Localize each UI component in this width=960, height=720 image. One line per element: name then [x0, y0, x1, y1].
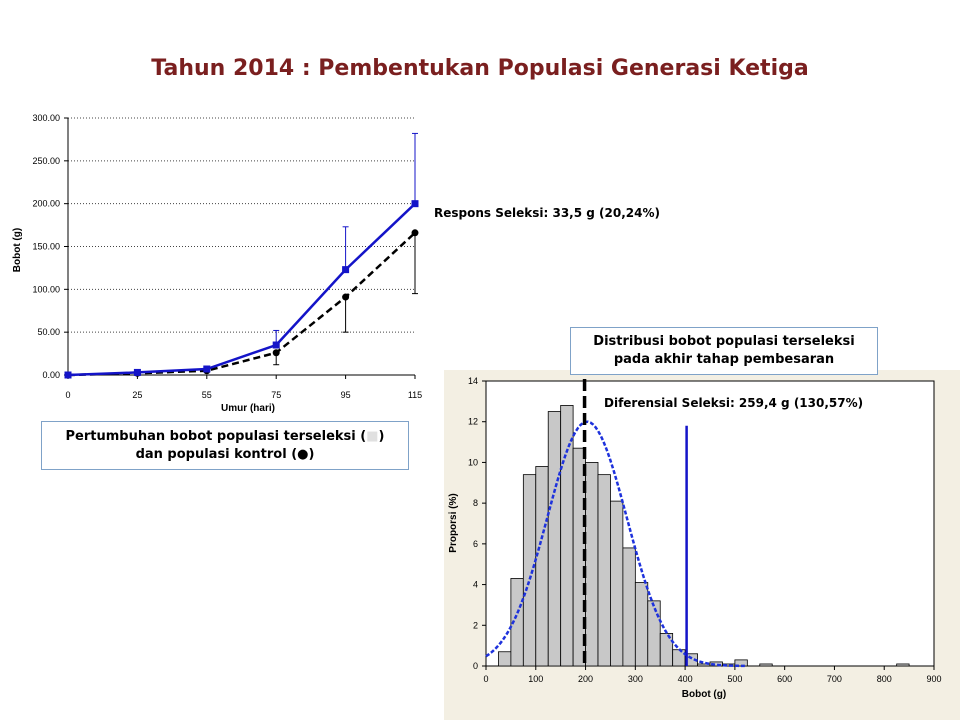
hist-x-tick-label: 500 [727, 674, 742, 684]
hist-x-tick-label: 600 [777, 674, 792, 684]
caption-left-line1-post: ) [378, 429, 385, 444]
line-chart-series [64, 132, 419, 379]
hist-y-tick-label: 12 [468, 417, 478, 427]
hist-x-tick-label: 300 [628, 674, 643, 684]
histogram-bar [610, 500, 624, 667]
control-point [342, 293, 350, 301]
line-chart-grid [68, 117, 415, 333]
selected-point [272, 341, 280, 349]
histogram-bar [498, 651, 512, 667]
caption-left-line1-pre: Pertumbuhan bobot populasi terseleksi ( [65, 429, 367, 444]
histogram-bar [622, 547, 636, 667]
histogram-bar [896, 663, 910, 667]
hist-x-tick-label: 400 [678, 674, 693, 684]
histogram-bar [634, 582, 649, 667]
selected-point [342, 266, 350, 274]
hist-x-tick-label: 0 [483, 674, 488, 684]
hist-x-tick-label: 800 [877, 674, 892, 684]
y-tick-label: 100.00 [32, 284, 60, 294]
hist-x-axis-label: Bobot (g) [682, 689, 726, 700]
line-chart-axes [64, 117, 416, 379]
y-tick-label: 300.00 [32, 113, 60, 123]
histogram-bar [647, 600, 661, 667]
histogram-bar [759, 663, 773, 667]
histogram-bar [535, 466, 549, 667]
caption-right-line1: Distribusi bobot populasi terseleksi [593, 334, 855, 349]
y-tick-label: 150.00 [32, 242, 60, 252]
histogram-bar [585, 462, 599, 667]
hist-y-tick-label: 14 [468, 376, 478, 386]
selected-point [203, 365, 211, 373]
histogram-tick-labels: 0 100 200 300 400 500 600 700 800 900 0 2 4 6 8 10 12 14 [468, 376, 942, 684]
x-tick-label: 95 [341, 390, 351, 400]
hist-y-tick-label: 10 [468, 457, 478, 467]
histogram-bar [560, 405, 574, 667]
y-tick-label: 200.00 [32, 199, 60, 209]
differential-annotation: Diferensial Seleksi: 259,4 g (130,57%) [604, 396, 864, 410]
x-tick-label: 115 [408, 390, 422, 400]
response-annotation: Respons Seleksi: 33,5 g (20,24%) [434, 206, 660, 220]
hist-y-axis-label: Proporsi (%) [448, 493, 459, 552]
hist-y-tick-label: 0 [473, 661, 478, 671]
histogram-bars [498, 405, 910, 667]
normal-fit-curve [485, 420, 745, 668]
control-point [411, 229, 419, 237]
y-tick-label: 50.00 [37, 327, 60, 337]
x-tick-label: 55 [202, 390, 212, 400]
histogram-bar [597, 474, 611, 667]
histogram-overlay [485, 379, 745, 668]
histogram-bar [672, 649, 686, 667]
histogram-bar [659, 633, 674, 667]
hist-x-tick-label: 200 [578, 674, 593, 684]
selected-marker-glyph: ■ [366, 429, 379, 444]
histogram-bar [547, 411, 562, 667]
caption-left-line2: dan populasi kontrol (●) [135, 447, 315, 462]
selected-point [133, 368, 141, 376]
hist-x-tick-label: 100 [528, 674, 543, 684]
hist-x-tick-label: 900 [926, 674, 941, 684]
selected-point [64, 371, 72, 379]
hist-y-tick-label: 8 [473, 498, 478, 508]
line-chart-tick-labels: 0.00 50.00 100.00 150.00 200.00 250.00 300.00 0… [32, 113, 422, 400]
selected-series-line [67, 202, 416, 377]
x-tick-label: 75 [271, 390, 281, 400]
x-tick-label: 0 [65, 390, 70, 400]
y-axis-label: Bobot (g) [12, 228, 23, 272]
hist-y-tick-label: 4 [473, 580, 478, 590]
x-tick-label: 25 [132, 390, 142, 400]
caption-right-line2: pada akhir tahap pembesaran [613, 352, 835, 367]
y-tick-label: 250.00 [32, 156, 60, 166]
histogram-bar [522, 474, 537, 667]
distribution-histogram: 0 100 200 300 400 500 600 700 800 90002468101214 … [444, 370, 960, 720]
left-caption-box: Pertumbuhan bobot populasi terseleksi (■… [41, 421, 409, 470]
selected-point [411, 200, 419, 208]
hist-y-tick-label: 2 [473, 620, 478, 630]
control-point [272, 349, 280, 357]
right-caption-box: Distribusi bobot populasi terseleksi pad… [570, 327, 878, 375]
hist-x-tick-label: 700 [827, 674, 842, 684]
hist-y-tick-label: 6 [473, 539, 478, 549]
x-axis-label: Umur (hari) [221, 403, 275, 414]
growth-line-chart: 0.00 50.00 100.00 150.00 200.00 250.00 300.00 0… [12, 113, 422, 414]
page-title: Tahun 2014 : Pembentukan Populasi Genera… [151, 56, 809, 81]
y-tick-label: 0.00 [42, 370, 60, 380]
